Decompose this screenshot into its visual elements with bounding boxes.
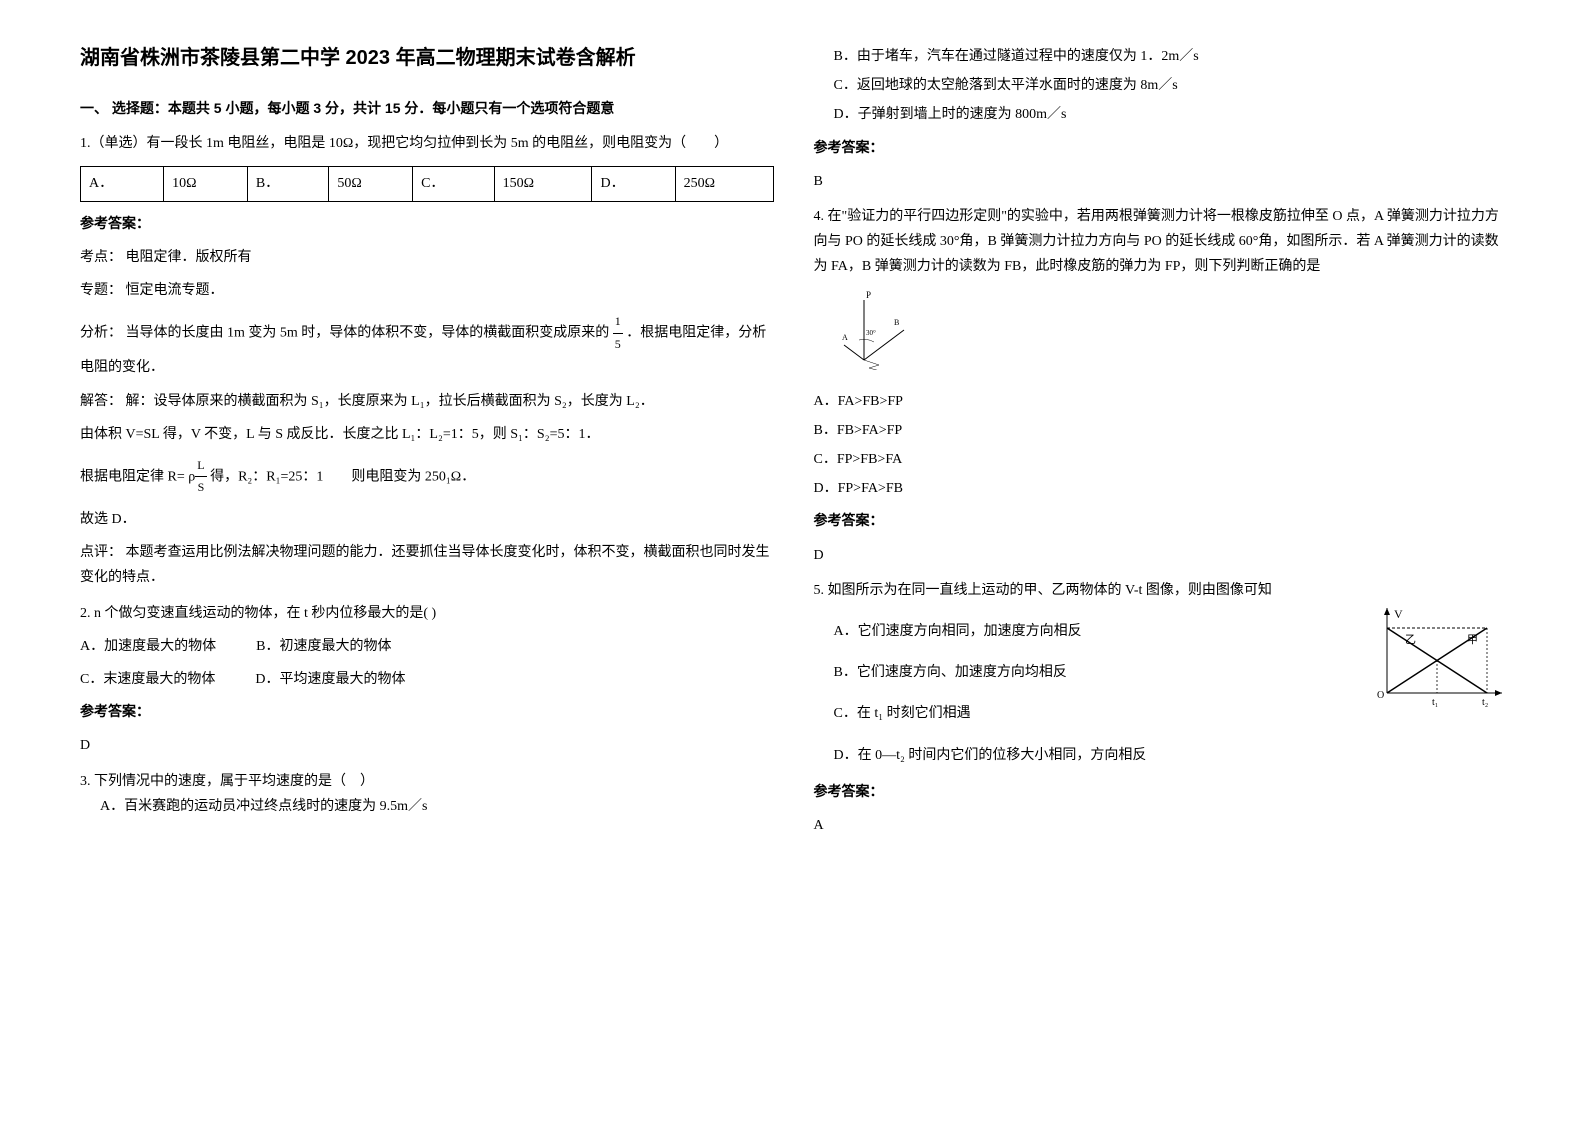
q3-text: 3. 下列情况中的速度，属于平均速度的是（ ） (80, 769, 774, 794)
q3-answer-label: 参考答案： (814, 136, 1508, 161)
q2-opt-a: A．加速度最大的物体 (80, 634, 216, 659)
vt-graph-svg: V 甲 乙 t₁ t₂ O (1367, 603, 1507, 713)
q2-text: 2. n 个做匀变速直线运动的物体，在 t 秒内位移最大的是( ) (80, 601, 774, 626)
svg-text:A: A (842, 333, 848, 342)
q1-jieda3: 根据电阻定律 R= ρLS 得，R₂：R₁=25：1 则电阻变为 250₁Ω． (80, 455, 774, 499)
q1-answer-label: 参考答案： (80, 212, 774, 237)
section-1-header: 一、 选择题：本题共 5 小题，每小题 3 分，共计 15 分．每小题只有一个选… (80, 96, 774, 121)
q1-options-table: A． 10Ω B． 50Ω C． 150Ω D． 250Ω (80, 166, 774, 201)
q3-opt-a: A．百米赛跑的运动员冲过终点线时的速度为 9.5m／s (100, 794, 774, 819)
q4-opt-b: B．FB>FA>FP (814, 418, 1508, 443)
graph-t2-label: t₂ (1482, 697, 1488, 708)
q1-jieda3-pre: 根据电阻定律 R= (80, 469, 185, 484)
q3-options-continued: B．由于堵车，汽车在通过隧道过程中的速度仅为 1．2m／s C．返回地球的太空舱… (834, 44, 1508, 128)
q1-opt-b-value: 50Ω (329, 167, 413, 201)
right-column: B．由于堵车，汽车在通过隧道过程中的速度仅为 1．2m／s C．返回地球的太空舱… (794, 40, 1528, 1082)
fraction-L-S: LS (195, 455, 206, 499)
q2-opt-c: C．末速度最大的物体 (80, 667, 215, 692)
q1-jieda1: 解答： 解：设导体原来的横截面积为 S₁，长度原来为 L₁，拉长后横截面积为 S… (80, 389, 774, 414)
q1-kaodian: 考点： 电阻定律．版权所有 (80, 245, 774, 270)
q1-zhuanti: 专题： 恒定电流专题． (80, 278, 774, 303)
q4-text: 4. 在"验证力的平行四边形定则"的实验中，若用两根弹簧测力计将一根橡皮筋拉伸至… (814, 204, 1508, 280)
q3-answer: B (814, 169, 1508, 194)
q1-jieda2: 由体积 V=SL 得，V 不变，L 与 S 成反比．长度之比 L₁：L₂=1：5… (80, 422, 774, 447)
q5-text: 5. 如图所示为在同一直线上运动的甲、乙两物体的 V-t 图像，则由图像可知 (814, 578, 1508, 603)
q2-opt-b: B．初速度最大的物体 (256, 634, 391, 659)
left-column: 湖南省株洲市茶陵县第二中学 2023 年高二物理期末试卷含解析 一、 选择题：本… (60, 40, 794, 1082)
question-5: 5. 如图所示为在同一直线上运动的甲、乙两物体的 V-t 图像，则由图像可知 V… (814, 578, 1508, 838)
svg-text:P: P (866, 290, 871, 300)
q4-answer-label: 参考答案： (814, 509, 1508, 534)
graph-v-label: V (1394, 607, 1403, 621)
q3-opt-b: B．由于堵车，汽车在通过隧道过程中的速度仅为 1．2m／s (834, 44, 1508, 69)
q1-dianping: 点评： 本题考查运用比例法解决物理问题的能力．还要抓住当导体长度变化时，体积不变… (80, 540, 774, 590)
question-1: 1.（单选）有一段长 1m 电阻丝，电阻是 10Ω，现把它均匀拉伸到长为 5m … (80, 131, 774, 590)
q5-answer-label: 参考答案： (814, 780, 1508, 805)
question-4: 4. 在"验证力的平行四边形定则"的实验中，若用两根弹簧测力计将一根橡皮筋拉伸至… (814, 204, 1508, 568)
question-3: 3. 下列情况中的速度，属于平均速度的是（ ） A．百米赛跑的运动员冲过终点线时… (80, 769, 774, 819)
q1-opt-d-value: 250Ω (675, 167, 773, 201)
q1-jieda4: 故选 D． (80, 507, 774, 532)
graph-t1-label: t₁ (1432, 697, 1438, 708)
q1-text: 1.（单选）有一段长 1m 电阻丝，电阻是 10Ω，现把它均匀拉伸到长为 5m … (80, 131, 774, 156)
q1-opt-c-value: 150Ω (494, 167, 592, 201)
q3-opt-d: D．子弹射到墙上时的速度为 800m／s (834, 102, 1508, 127)
force-diagram-svg: P A B 30° (834, 290, 924, 370)
q5-opt-d: D．在 0—t₂ 时间内它们的位移大小相同，方向相反 (834, 743, 1508, 768)
table-row: A． 10Ω B． 50Ω C． 150Ω D． 250Ω (81, 167, 774, 201)
q1-fenxi: 分析： 当导体的长度由 1m 变为 5m 时，导体的体积不变，导体的横截面积变成… (80, 311, 774, 380)
q1-opt-a-label: A． (81, 167, 164, 201)
q4-options: A．FA>FB>FP B．FB>FA>FP C．FP>FB>FA D．FP>FA… (814, 389, 1508, 502)
q5-vt-graph: V 甲 乙 t₁ t₂ O (1367, 603, 1507, 722)
q1-opt-c-label: C． (413, 167, 495, 201)
q4-opt-a: A．FA>FB>FP (814, 389, 1508, 414)
svg-text:O: O (1377, 690, 1384, 701)
q1-opt-d-label: D． (592, 167, 675, 201)
graph-jia-label: 甲 (1467, 634, 1478, 646)
q4-opt-c: C．FP>FB>FA (814, 447, 1508, 472)
q1-fenxi-pre: 分析： 当导体的长度由 1m 变为 5m 时，导体的体积不变，导体的横截面积变成… (80, 325, 609, 340)
q2-options-row1: A．加速度最大的物体 B．初速度最大的物体 (80, 634, 774, 659)
q2-answer-label: 参考答案： (80, 700, 774, 725)
svg-text:30°: 30° (866, 329, 876, 337)
document-title: 湖南省株洲市茶陵县第二中学 2023 年高二物理期末试卷含解析 (80, 40, 774, 76)
q4-opt-d: D．FP>FA>FB (814, 476, 1508, 501)
q4-force-diagram: P A B 30° (834, 290, 1508, 379)
graph-yi-label: 乙 (1405, 633, 1416, 646)
svg-text:B: B (894, 318, 899, 327)
q2-options-row2: C．末速度最大的物体 D．平均速度最大的物体 (80, 667, 774, 692)
q4-answer: D (814, 543, 1508, 568)
q2-opt-d: D．平均速度最大的物体 (255, 667, 405, 692)
q1-opt-b-label: B． (247, 167, 329, 201)
q2-answer: D (80, 733, 774, 758)
q3-opt-c: C．返回地球的太空舱落到太平洋水面时的速度为 8m／s (834, 73, 1508, 98)
q5-answer: A (814, 813, 1508, 838)
question-2: 2. n 个做匀变速直线运动的物体，在 t 秒内位移最大的是( ) A．加速度最… (80, 601, 774, 759)
fraction-1-5: 15 (613, 311, 623, 355)
q1-jieda3-post: 得，R₂：R₁=25：1 则电阻变为 250₁Ω． (210, 469, 475, 484)
q1-opt-a-value: 10Ω (164, 167, 248, 201)
